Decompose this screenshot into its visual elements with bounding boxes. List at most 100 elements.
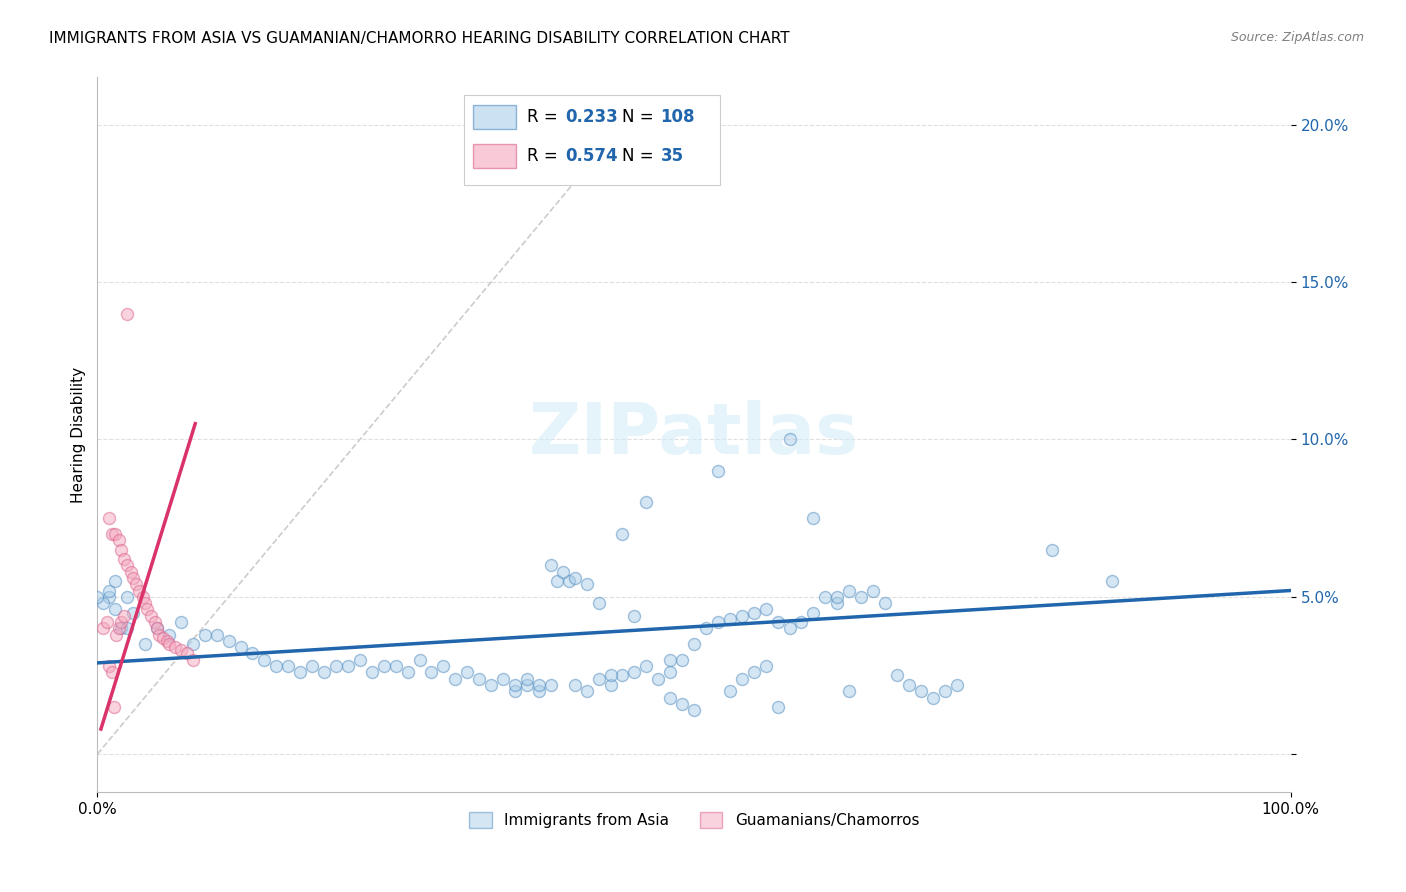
Point <box>766 700 789 714</box>
Point <box>623 665 645 680</box>
Point <box>551 565 574 579</box>
Point <box>612 526 634 541</box>
Point <box>825 596 848 610</box>
Point <box>897 678 920 692</box>
Point <box>218 633 240 648</box>
Point <box>766 615 789 629</box>
Point <box>290 665 312 680</box>
Point <box>277 659 299 673</box>
Point <box>103 700 125 714</box>
Text: 0.233: 0.233 <box>565 108 617 126</box>
Text: 35: 35 <box>661 147 683 165</box>
Point <box>115 306 138 320</box>
Text: 0.574: 0.574 <box>565 147 617 165</box>
Point <box>849 590 872 604</box>
Point <box>112 552 135 566</box>
Point <box>731 608 754 623</box>
Point <box>1101 574 1123 588</box>
Point <box>163 640 186 655</box>
Point <box>503 684 526 698</box>
Point <box>575 577 598 591</box>
Point <box>122 606 145 620</box>
Point <box>120 565 142 579</box>
Point <box>671 697 693 711</box>
Point <box>229 640 252 655</box>
Point <box>790 615 813 629</box>
Point <box>242 647 264 661</box>
Point <box>945 678 967 692</box>
Point <box>96 615 118 629</box>
Point <box>755 659 778 673</box>
FancyBboxPatch shape <box>464 95 720 185</box>
Point <box>755 602 778 616</box>
Point <box>181 637 204 651</box>
Point <box>636 659 658 673</box>
Point <box>205 627 228 641</box>
Point <box>647 672 669 686</box>
Point <box>659 665 682 680</box>
Text: 108: 108 <box>661 108 695 126</box>
Point <box>558 574 581 588</box>
Text: Source: ZipAtlas.com: Source: ZipAtlas.com <box>1230 31 1364 45</box>
Point <box>86 590 108 604</box>
Point <box>636 495 658 509</box>
Point <box>112 608 135 623</box>
Point <box>110 621 132 635</box>
Point <box>707 615 730 629</box>
Point <box>108 621 131 635</box>
Point <box>152 631 174 645</box>
Point <box>194 627 217 641</box>
Point <box>336 659 359 673</box>
Text: ZIPatlas: ZIPatlas <box>529 401 859 469</box>
FancyBboxPatch shape <box>474 104 516 128</box>
Point <box>146 621 169 635</box>
Point <box>170 643 193 657</box>
Point <box>671 653 693 667</box>
Point <box>468 672 491 686</box>
Point <box>910 684 932 698</box>
Point <box>98 590 121 604</box>
Y-axis label: Hearing Disability: Hearing Disability <box>72 367 86 503</box>
Point <box>396 665 419 680</box>
Point <box>98 583 121 598</box>
Point <box>110 542 132 557</box>
Point <box>136 602 159 616</box>
Point <box>325 659 347 673</box>
Point <box>181 653 204 667</box>
Point <box>718 612 741 626</box>
Point <box>492 672 515 686</box>
Point <box>731 672 754 686</box>
Point <box>516 678 538 692</box>
Point <box>862 583 884 598</box>
Point <box>803 511 825 525</box>
Point <box>564 571 586 585</box>
Point <box>108 533 131 548</box>
Point <box>599 668 621 682</box>
Point <box>143 615 166 629</box>
Point <box>707 464 730 478</box>
Point <box>444 672 467 686</box>
Point <box>934 684 956 698</box>
Point <box>134 637 156 651</box>
Point <box>742 665 765 680</box>
Point <box>128 583 150 598</box>
Point <box>825 590 848 604</box>
Point <box>779 433 801 447</box>
Text: N =: N = <box>623 108 659 126</box>
Point <box>588 596 610 610</box>
Point <box>373 659 395 673</box>
Text: IMMIGRANTS FROM ASIA VS GUAMANIAN/CHAMORRO HEARING DISABILITY CORRELATION CHART: IMMIGRANTS FROM ASIA VS GUAMANIAN/CHAMOR… <box>49 31 790 46</box>
Point <box>479 678 502 692</box>
Point <box>742 606 765 620</box>
Point <box>134 596 156 610</box>
Point <box>98 659 121 673</box>
Point <box>301 659 323 673</box>
Point <box>115 621 138 635</box>
Point <box>599 678 621 692</box>
Point <box>540 558 562 573</box>
Point <box>100 665 122 680</box>
Point <box>176 647 198 661</box>
Point <box>115 558 138 573</box>
Point <box>659 653 682 667</box>
Point <box>110 615 132 629</box>
